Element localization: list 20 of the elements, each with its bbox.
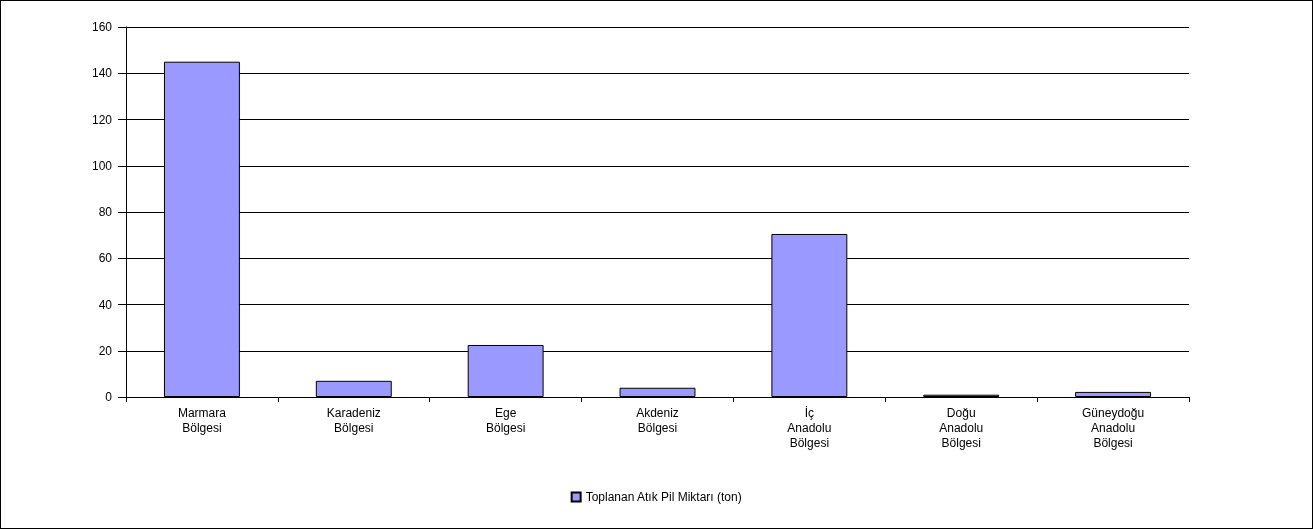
y-tick-label: 0 bbox=[105, 390, 113, 404]
y-tick-label: 120 bbox=[91, 112, 113, 127]
y-tick-label: 100 bbox=[91, 158, 113, 173]
bar bbox=[1075, 391, 1152, 397]
y-tick-label: 80 bbox=[98, 205, 113, 219]
legend-label: Toplanan Atık Pil Miktarı (ton) bbox=[585, 490, 742, 504]
bar bbox=[315, 380, 392, 397]
y-tick-label: 20 bbox=[98, 343, 113, 358]
y-tick-label: 40 bbox=[98, 297, 113, 312]
x-tick-label: Karadeniz Bölgesi bbox=[326, 405, 381, 435]
y-tick-label: 160 bbox=[91, 20, 113, 34]
y-tick-label: 140 bbox=[91, 66, 113, 81]
y-tick-label: 60 bbox=[98, 251, 113, 266]
x-tick-label: Ege Bölgesi bbox=[485, 405, 526, 435]
x-tick-label: Güneydoğu Anadolu Bölgesi bbox=[1082, 405, 1145, 450]
x-tick-label: Doğu Anadolu Bölgesi bbox=[939, 405, 984, 450]
x-tick-label: Marmara Bölgesi bbox=[177, 405, 227, 435]
bar bbox=[619, 387, 696, 397]
x-tick-label: İç Anadolu Bölgesi bbox=[787, 405, 832, 450]
x-tick-label: Akdeniz Bölgesi bbox=[636, 405, 679, 435]
